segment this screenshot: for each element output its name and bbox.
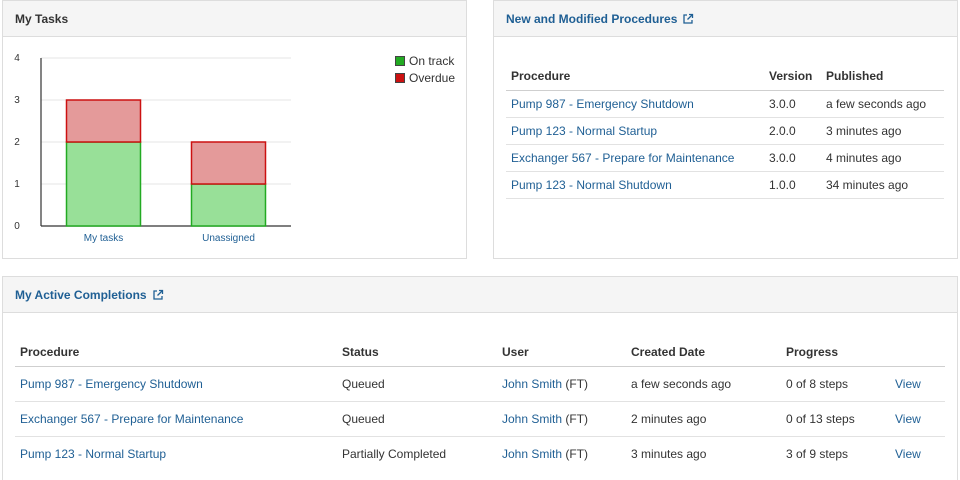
procedure-link[interactable]: Pump 987 - Emergency Shutdown: [20, 376, 203, 391]
view-link[interactable]: View: [895, 376, 921, 391]
table-row: Pump 987 - Emergency Shutdown 3.0.0 a fe…: [506, 90, 944, 118]
status-cell: Queued: [337, 366, 497, 402]
published-cell: a few seconds ago: [821, 90, 944, 118]
procedure-link[interactable]: Exchanger 567 - Prepare for Maintenance: [511, 150, 735, 165]
published-cell: 4 minutes ago: [821, 144, 944, 172]
legend-swatch-overdue: [395, 73, 405, 83]
progress-cell: 0 of 8 steps: [781, 366, 890, 402]
user-suffix: (FT): [565, 411, 589, 426]
legend-label-overdue: Overdue: [409, 71, 456, 85]
procedures-header: New and Modified Procedures: [494, 1, 957, 37]
my-tasks-title: My Tasks: [15, 11, 69, 26]
active-completions-title-link[interactable]: My Active Completions: [15, 287, 147, 302]
column-header-published: Published: [821, 63, 944, 91]
procedure-cell: Pump 123 - Normal Shutdown: [506, 171, 764, 199]
view-link[interactable]: View: [895, 411, 921, 426]
chart-legend: On track Overdue: [395, 53, 455, 87]
procedure-link[interactable]: Pump 123 - Normal Shutdown: [511, 177, 672, 192]
column-header-version: Version: [764, 63, 821, 91]
external-link-icon[interactable]: [682, 13, 694, 25]
completions-table-header-row: Procedure Status User Created Date Progr…: [15, 339, 945, 367]
procedures-title-link[interactable]: New and Modified Procedures: [506, 11, 678, 26]
active-completions-panel: My Active Completions Procedure Status U…: [2, 276, 958, 480]
procedure-cell: Pump 123 - Normal Startup: [15, 436, 337, 471]
column-header-status: Status: [337, 339, 497, 367]
created-date-cell: 2 minutes ago: [626, 401, 781, 437]
category-label[interactable]: My tasks: [84, 233, 123, 244]
bar-on-track: [190, 183, 267, 227]
procedures-panel: New and Modified Procedures Procedure Ve…: [493, 0, 958, 259]
legend-item-overdue: Overdue: [395, 70, 455, 86]
user-link[interactable]: John Smith: [502, 376, 563, 391]
user-suffix: (FT): [565, 376, 589, 391]
column-header-procedure: Procedure: [506, 63, 764, 91]
y-tick-label: 2: [14, 137, 20, 148]
bar-overdue: [190, 141, 267, 185]
view-link[interactable]: View: [895, 446, 921, 461]
procedure-cell: Pump 123 - Normal Startup: [506, 117, 764, 145]
legend-item-on-track: On track: [395, 53, 455, 69]
version-cell: 1.0.0: [764, 171, 821, 199]
external-link-icon[interactable]: [152, 289, 164, 301]
user-link[interactable]: John Smith: [502, 446, 563, 461]
procedures-table-header-row: Procedure Version Published: [506, 63, 944, 91]
procedure-cell: Exchanger 567 - Prepare for Maintenance: [506, 144, 764, 172]
published-cell: 3 minutes ago: [821, 117, 944, 145]
legend-swatch-on-track: [395, 56, 405, 66]
table-row: Pump 123 - Normal Shutdown 1.0.0 34 minu…: [506, 171, 944, 199]
procedure-link[interactable]: Pump 123 - Normal Startup: [511, 123, 658, 138]
created-date-cell: a few seconds ago: [626, 366, 781, 402]
column-header-action: [890, 339, 945, 367]
completions-table: Procedure Status User Created Date Progr…: [15, 339, 945, 471]
my-tasks-header: My Tasks: [3, 1, 466, 37]
created-date-cell: 3 minutes ago: [631, 446, 707, 461]
progress-cell: 3 of 9 steps: [786, 446, 849, 461]
table-row: Exchanger 567 - Prepare for Maintenance …: [506, 144, 944, 172]
my-tasks-panel: My Tasks 0 1 2 3 4 My tasks Unassigned On trac…: [2, 0, 467, 259]
category-label[interactable]: Unassigned: [202, 233, 255, 244]
y-tick-label: 4: [14, 53, 20, 64]
status-cell: Queued: [337, 401, 497, 437]
version-cell: 3.0.0: [764, 144, 821, 172]
legend-label-on-track: On track: [409, 54, 455, 68]
y-tick-label: 3: [14, 95, 20, 106]
procedure-link[interactable]: Exchanger 567 - Prepare for Maintenance: [20, 411, 244, 426]
y-tick-label: 1: [14, 179, 20, 190]
procedures-table: Procedure Version Published Pump 987 - E…: [506, 63, 944, 199]
user-cell: John Smith (FT): [497, 366, 626, 402]
procedure-link[interactable]: Pump 123 - Normal Startup: [20, 446, 167, 461]
table-row: Exchanger 567 - Prepare for Maintenance …: [15, 401, 945, 437]
action-cell: View: [890, 366, 945, 402]
action-cell: View: [890, 436, 945, 471]
column-header-created-date: Created Date: [626, 339, 781, 367]
user-cell: John Smith (FT): [497, 436, 626, 471]
table-row: Pump 123 - Normal Startup 2.0.0 3 minute…: [506, 117, 944, 145]
procedure-link[interactable]: Pump 987 - Emergency Shutdown: [511, 96, 694, 111]
bar-on-track: [65, 141, 142, 227]
table-row: Pump 123 - Normal Startup Partially Comp…: [15, 436, 945, 471]
progress-cell: 0 of 13 steps: [781, 401, 890, 437]
action-cell: View: [890, 401, 945, 437]
y-tick-label: 0: [14, 221, 20, 232]
published-cell: 34 minutes ago: [821, 171, 944, 199]
column-header-progress: Progress: [781, 339, 890, 367]
user-cell: John Smith (FT): [497, 401, 626, 437]
version-cell: 2.0.0: [764, 117, 821, 145]
procedure-cell: Pump 987 - Emergency Shutdown: [506, 90, 764, 118]
version-cell: 3.0.0: [764, 90, 821, 118]
procedure-cell: Exchanger 567 - Prepare for Maintenance: [15, 401, 337, 437]
bar-overdue: [65, 99, 142, 143]
column-header-procedure: Procedure: [15, 339, 337, 367]
status-cell: Partially Completed: [342, 446, 447, 461]
user-link[interactable]: John Smith: [502, 411, 563, 426]
column-header-user: User: [497, 339, 626, 367]
table-row: Pump 987 - Emergency Shutdown Queued Joh…: [15, 366, 945, 402]
active-completions-header: My Active Completions: [3, 277, 957, 313]
procedure-cell: Pump 987 - Emergency Shutdown: [15, 366, 337, 402]
tasks-chart: 0 1 2 3 4 My tasks Unassigned: [14, 53, 291, 244]
user-suffix: (FT): [565, 446, 589, 461]
